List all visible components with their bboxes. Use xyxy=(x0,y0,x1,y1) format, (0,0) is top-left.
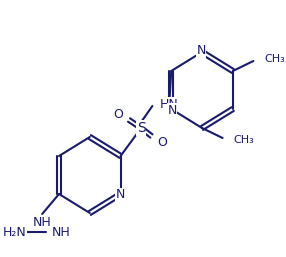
Text: O: O xyxy=(158,135,168,149)
Text: H₂N: H₂N xyxy=(2,225,26,238)
Text: S: S xyxy=(137,121,146,135)
Text: NH: NH xyxy=(51,225,70,238)
Text: O: O xyxy=(113,107,123,121)
Text: HN: HN xyxy=(160,97,178,111)
Text: NH: NH xyxy=(33,216,51,228)
Text: N: N xyxy=(116,188,125,201)
Text: N: N xyxy=(168,104,177,116)
Text: CH₃: CH₃ xyxy=(265,54,285,64)
Text: CH₃: CH₃ xyxy=(234,135,255,145)
Text: N: N xyxy=(196,44,206,58)
